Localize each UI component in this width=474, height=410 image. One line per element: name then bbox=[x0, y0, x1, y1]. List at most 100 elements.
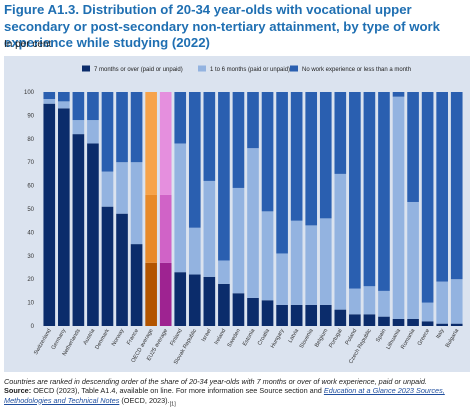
chart-footnote: Countries are ranked in descending order… bbox=[4, 377, 427, 386]
bar-segment bbox=[247, 148, 259, 298]
bar-segment bbox=[218, 92, 230, 261]
bar-segment bbox=[261, 211, 274, 301]
bar-segment bbox=[305, 304, 318, 326]
bar-segment bbox=[247, 92, 259, 149]
bar-segment bbox=[247, 297, 259, 326]
x-tick-label: Spain bbox=[375, 328, 387, 343]
bar-segment bbox=[87, 120, 99, 144]
bar-segment bbox=[305, 225, 318, 305]
y-tick-label: 90 bbox=[27, 113, 34, 119]
bar-segment bbox=[58, 108, 70, 326]
bar-segment bbox=[101, 171, 114, 207]
bar-segment bbox=[72, 92, 85, 121]
y-tick-label: 20 bbox=[27, 277, 34, 283]
x-tick-label: Romania bbox=[400, 327, 417, 350]
bar-segment bbox=[43, 103, 56, 326]
bar-segment bbox=[116, 162, 128, 214]
bar-segment bbox=[290, 220, 303, 305]
bar-segment bbox=[421, 92, 434, 303]
x-tick-label: Estonia bbox=[242, 327, 257, 347]
bar-segment bbox=[145, 262, 157, 326]
bar-segment bbox=[421, 321, 434, 326]
bar-segment bbox=[87, 143, 99, 326]
y-tick-label: 0 bbox=[31, 324, 35, 330]
bar-segment bbox=[101, 206, 114, 326]
bar-segment bbox=[130, 244, 143, 326]
y-tick-label: 70 bbox=[27, 160, 34, 166]
source-link[interactable]: Education at a Glance 2023 Sources, Meth… bbox=[4, 386, 445, 405]
bar-segment bbox=[319, 304, 332, 326]
bar-segment bbox=[436, 323, 448, 326]
source-label: Source: bbox=[4, 386, 32, 395]
bar-segment bbox=[232, 187, 245, 294]
bar-segment bbox=[203, 92, 216, 181]
legend-label-3: No work experience or less than a month bbox=[302, 67, 411, 73]
bar-segment bbox=[159, 92, 172, 195]
bar-segment bbox=[276, 92, 288, 254]
legend-swatch-3 bbox=[290, 65, 298, 72]
bar-segment bbox=[407, 318, 419, 326]
bar-segment bbox=[319, 218, 332, 305]
bar-segment bbox=[334, 173, 347, 310]
y-tick-label: 50 bbox=[27, 207, 34, 213]
legend-swatch-1 bbox=[82, 65, 90, 72]
bar-segment bbox=[145, 194, 157, 263]
x-tick-label: Latvia bbox=[288, 327, 301, 344]
source-citation: (OECD, 2023). bbox=[121, 395, 170, 405]
x-tick-label: Portugal bbox=[328, 328, 344, 349]
bar-segment bbox=[261, 92, 274, 212]
bar-segment bbox=[218, 260, 230, 284]
bar-segment bbox=[378, 316, 390, 326]
x-tick-label: Denmark bbox=[94, 328, 111, 351]
x-tick-label: Bulgaria bbox=[445, 327, 461, 349]
bar-segment bbox=[349, 92, 361, 289]
bar-segment bbox=[290, 304, 303, 326]
y-axis: 0 10 20 30 40 50 60 70 80 90 100 bbox=[24, 90, 35, 330]
bar-segment bbox=[174, 143, 187, 273]
bar-segment bbox=[407, 201, 419, 319]
x-tick-label: Austria bbox=[83, 327, 97, 346]
bar-segment bbox=[203, 180, 216, 277]
bar-segment bbox=[276, 253, 288, 305]
bar-segment bbox=[72, 120, 85, 135]
chart-legend: 7 months or over (paid or unpaid) 1 to 6 … bbox=[82, 65, 411, 73]
bar-segment bbox=[43, 99, 56, 104]
bar-segment bbox=[378, 92, 390, 291]
source-line: Source: OECD (2023), Table A1.4, availab… bbox=[4, 386, 470, 409]
bar-segment bbox=[43, 92, 56, 100]
x-tick-label: Norway bbox=[111, 328, 126, 348]
x-tick-label: Italy bbox=[435, 328, 445, 340]
bar-segment bbox=[392, 318, 405, 326]
bar-segment bbox=[392, 96, 405, 319]
bar-segment bbox=[305, 92, 318, 226]
legend-label-2: 1 to 6 months (paid or unpaid) bbox=[210, 67, 290, 73]
y-tick-label: 80 bbox=[27, 137, 34, 143]
x-tick-label: Greece bbox=[417, 328, 431, 347]
bar-segment bbox=[218, 283, 230, 326]
bar-segment bbox=[349, 288, 361, 315]
bar-segment bbox=[450, 92, 463, 280]
bar-segment bbox=[334, 92, 347, 174]
bar-segment bbox=[334, 309, 347, 326]
bar-segment bbox=[116, 213, 128, 326]
y-tick-label: 100 bbox=[24, 90, 35, 96]
bar-segment bbox=[159, 194, 172, 263]
x-tick-label: Slovenia bbox=[299, 327, 315, 349]
y-tick-label: 10 bbox=[27, 301, 34, 307]
y-tick-label: 30 bbox=[27, 254, 34, 260]
bar-segment bbox=[261, 300, 274, 326]
bar-segment bbox=[232, 293, 245, 326]
x-tick-label: Finland bbox=[169, 328, 183, 347]
x-tick-label: Hungary bbox=[270, 328, 286, 349]
bar-segment bbox=[174, 92, 187, 144]
bar-segment bbox=[290, 92, 303, 221]
bar-segment bbox=[72, 134, 85, 326]
x-tick-label: Poland bbox=[344, 328, 358, 346]
bar-segment bbox=[378, 290, 390, 317]
legend-label-1: 7 months or over (paid or unpaid) bbox=[94, 67, 183, 73]
x-tick-label: Ireland bbox=[214, 328, 228, 346]
bar-segment bbox=[450, 323, 463, 326]
y-tick-label: 40 bbox=[27, 230, 34, 236]
bar-segment bbox=[203, 276, 216, 326]
